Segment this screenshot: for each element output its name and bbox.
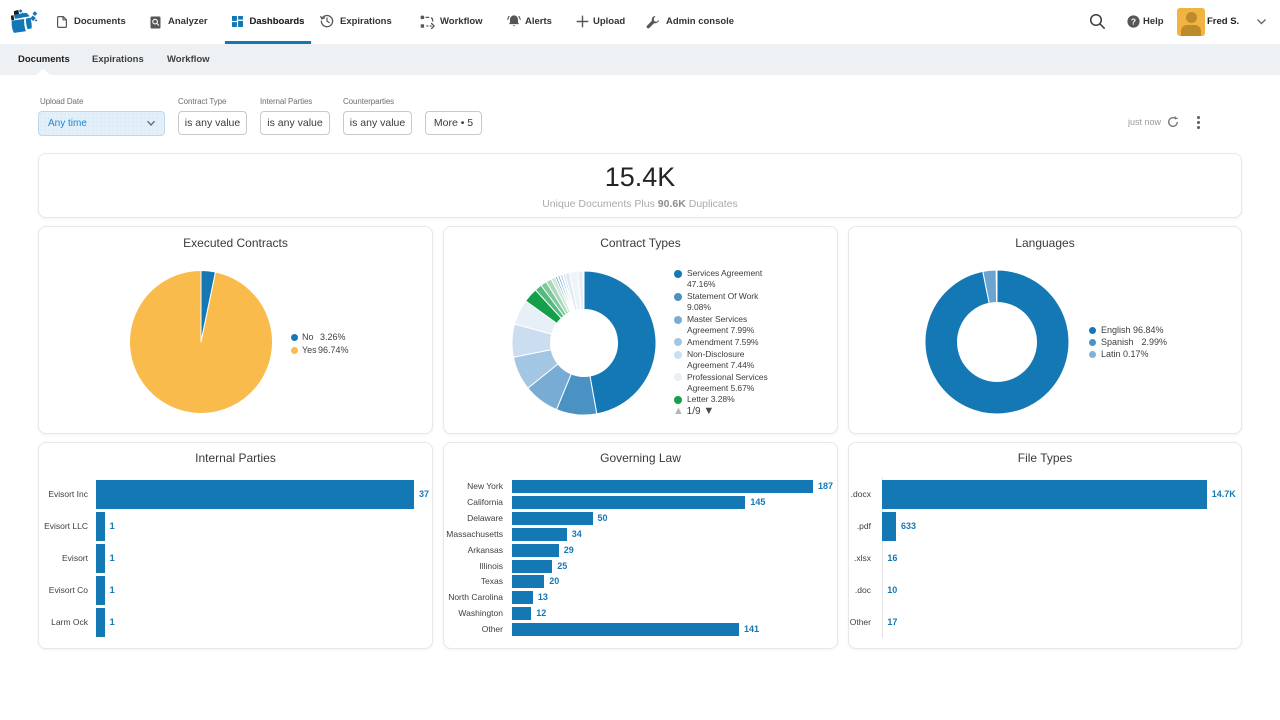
svg-text:?: ? — [1131, 17, 1136, 27]
